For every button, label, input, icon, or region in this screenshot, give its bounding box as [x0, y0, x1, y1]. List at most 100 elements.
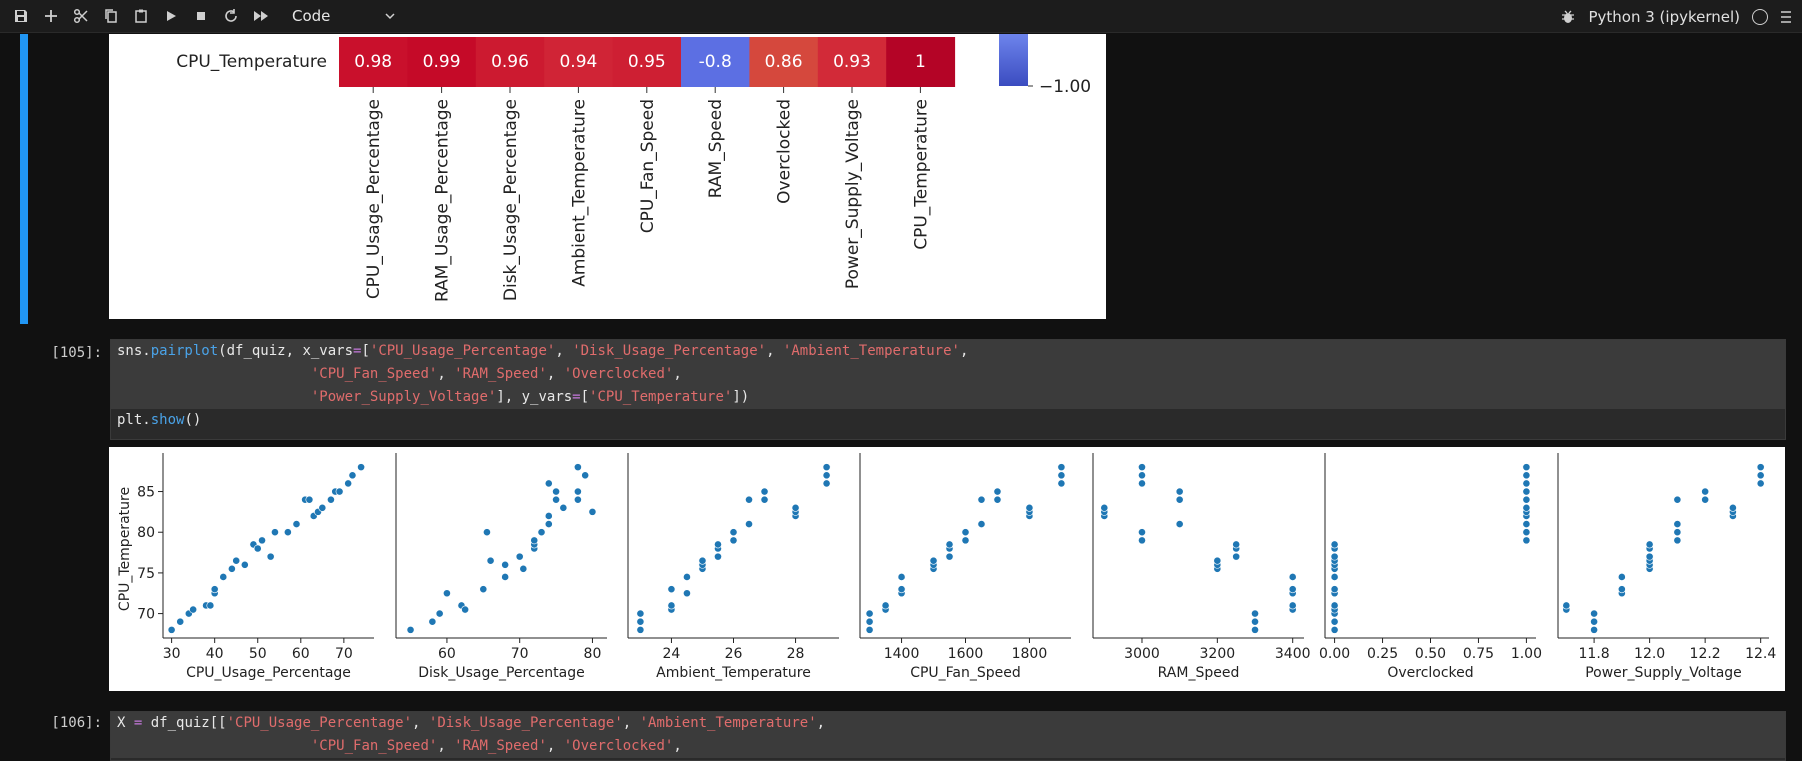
- scatter-point: [1617, 585, 1626, 594]
- code-token: ,: [546, 366, 564, 382]
- scatter-point: [483, 528, 491, 537]
- code-token: ,: [412, 715, 429, 731]
- code-token: 'Ambient_Temperature': [782, 343, 960, 359]
- scatter-point: [1288, 573, 1297, 581]
- scatter-point: [977, 495, 986, 504]
- heatmap-row-label: CPU_Temperature: [176, 52, 327, 72]
- heatmap-column-label: Ambient_Temperature: [569, 99, 589, 287]
- code-line[interactable]: plt.show(): [111, 409, 1785, 432]
- x-tick-label: 1400: [884, 646, 920, 662]
- scatter-point: [210, 585, 219, 594]
- code-token: ,: [959, 343, 969, 359]
- heatmap-output: CPU_Temperature 0.98 CPU_Usage_Percentage 0…: [109, 34, 1106, 319]
- scatter-point: [1756, 463, 1765, 472]
- cell-106-editor[interactable]: X = df_quiz[['CPU_Usage_Percentage', 'Di…: [110, 711, 1786, 761]
- x-tick-label: 0.75: [1463, 646, 1494, 662]
- bug-icon[interactable]: [1560, 9, 1576, 25]
- scatter-point: [1288, 601, 1297, 610]
- panel-x-axis-label: RAM_Speed: [1158, 665, 1240, 681]
- x-tick-label: 40: [206, 646, 224, 662]
- heatmap-column-label: RAM_Speed: [706, 99, 726, 198]
- stop-button[interactable]: [186, 0, 216, 33]
- scatter-point: [1251, 617, 1259, 626]
- run-all-button[interactable]: [246, 0, 276, 33]
- code-line[interactable]: sns.pairplot(df_quiz, x_vars=['CPU_Usage…: [111, 340, 1785, 363]
- scatter-point: [1175, 520, 1184, 528]
- scatter-point: [573, 495, 582, 504]
- scatter-point: [1522, 520, 1531, 528]
- scatter-point: [1175, 487, 1184, 496]
- scatter-point: [729, 528, 738, 537]
- code-token: [117, 738, 311, 754]
- code-token: 'CPU_Fan_Speed': [310, 738, 438, 754]
- scatter-point: [865, 617, 874, 626]
- code-token: ,: [437, 366, 455, 382]
- scatter-point: [667, 585, 676, 594]
- code-token: 'Power_Supply_Voltage': [310, 389, 497, 405]
- scatter-point: [318, 503, 327, 512]
- code-token: [: [580, 389, 590, 405]
- scatter-point: [305, 495, 314, 504]
- scatter-point: [552, 487, 560, 496]
- heatmap-cell-value: 0.99: [423, 52, 461, 72]
- correlation-heatmap: CPU_Temperature 0.98 CPU_Usage_Percentage 0…: [176, 34, 1091, 302]
- code-token: pairplot: [150, 343, 219, 359]
- scatter-point: [1590, 609, 1598, 618]
- menu-icon[interactable]: [1780, 10, 1792, 24]
- scatter-point: [519, 564, 528, 573]
- scatter-point: [266, 552, 275, 561]
- scatter-point: [897, 573, 906, 581]
- y-tick-label: 80: [137, 525, 155, 541]
- paste-button[interactable]: [126, 0, 156, 33]
- scatter-point: [760, 495, 769, 504]
- heatmap-cell: [886, 37, 956, 87]
- scatter-point: [501, 560, 510, 569]
- stop-icon: [197, 12, 205, 20]
- restart-button[interactable]: [216, 0, 246, 33]
- scatter-point: [822, 479, 831, 488]
- scatter-point: [1251, 609, 1259, 618]
- cell-type-value: Code: [292, 7, 331, 25]
- plus-icon: [45, 10, 57, 22]
- code-token: 'Disk_Usage_Percentage': [572, 343, 767, 359]
- code-line[interactable]: 'CPU_Fan_Speed', 'RAM_Speed', 'Overclock…: [111, 735, 1785, 758]
- scatter-point: [258, 536, 266, 545]
- colorbar: [999, 34, 1028, 86]
- copy-button[interactable]: [96, 0, 126, 33]
- code-token: sns.: [117, 343, 151, 359]
- scatter-point: [1025, 503, 1034, 512]
- x-tick-label: 12.2: [1690, 646, 1721, 662]
- scatter-point: [993, 487, 1002, 496]
- code-token: 'RAM_Speed': [454, 366, 547, 382]
- scatter-point: [232, 556, 241, 565]
- scatter-point: [897, 585, 906, 594]
- scatter-point: [1522, 463, 1531, 472]
- code-token: 'CPU_Fan_Speed': [310, 366, 438, 382]
- scatter-point: [435, 609, 444, 618]
- scatter-point: [240, 560, 249, 569]
- code-line[interactable]: 'CPU_Fan_Speed', 'RAM_Speed', 'Overclock…: [111, 363, 1785, 386]
- kernel-name[interactable]: Python 3 (ipykernel): [1588, 7, 1740, 26]
- insert-cell-button[interactable]: [36, 0, 66, 33]
- code-line[interactable]: 'Power_Supply_Voltage'], y_vars=['CPU_Te…: [111, 386, 1785, 409]
- cut-button[interactable]: [66, 0, 96, 33]
- cell-105-editor[interactable]: sns.pairplot(df_quiz, x_vars=['CPU_Usage…: [110, 339, 1786, 440]
- code-token: ,: [766, 343, 783, 359]
- heatmap-cell-value: 0.93: [833, 52, 871, 72]
- panel-x-axis-label: CPU_Fan_Speed: [910, 665, 1021, 681]
- heatmap-cell-value: 0.94: [559, 52, 597, 72]
- colorbar-tick-label: −1.00: [1039, 77, 1091, 97]
- code-token: show: [150, 412, 185, 428]
- cell-type-select[interactable]: Code: [292, 4, 396, 28]
- code-token: plt.: [117, 412, 151, 428]
- code-line[interactable]: X = df_quiz[['CPU_Usage_Percentage', 'Di…: [111, 712, 1785, 735]
- scatter-point: [961, 536, 970, 545]
- run-button[interactable]: [156, 0, 186, 33]
- scatter-point: [1288, 585, 1297, 594]
- y-tick-label: 70: [137, 607, 155, 623]
- code-token: ,: [673, 738, 682, 754]
- heatmap-cell: [681, 37, 750, 87]
- kernel-status[interactable]: Python 3 (ipykernel): [1560, 0, 1792, 33]
- save-button[interactable]: [6, 0, 36, 33]
